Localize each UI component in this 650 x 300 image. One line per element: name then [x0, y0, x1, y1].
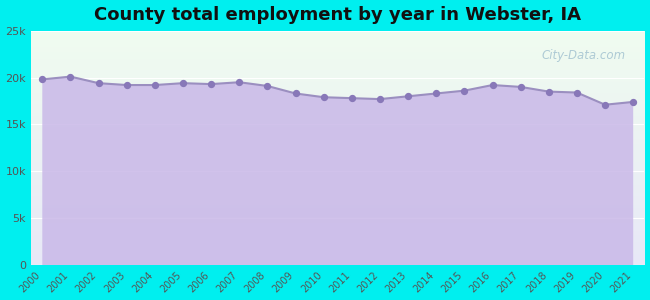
Point — [346, 96, 357, 100]
Point — [37, 77, 47, 82]
Point — [234, 80, 244, 85]
Point — [262, 84, 272, 88]
Point — [150, 82, 160, 87]
Point — [94, 81, 104, 85]
Point — [488, 82, 498, 87]
Point — [178, 81, 188, 85]
Point — [600, 102, 610, 107]
Point — [543, 89, 554, 94]
Point — [628, 100, 638, 104]
Point — [572, 90, 582, 95]
Point — [403, 94, 413, 99]
Text: City-Data.com: City-Data.com — [542, 50, 626, 62]
Point — [375, 97, 385, 101]
Title: County total employment by year in Webster, IA: County total employment by year in Webst… — [94, 6, 581, 24]
Point — [318, 95, 329, 100]
Point — [515, 85, 526, 89]
Point — [459, 88, 469, 93]
Point — [65, 74, 75, 79]
Point — [122, 82, 132, 87]
Point — [206, 82, 216, 86]
Point — [291, 91, 301, 96]
Point — [431, 91, 441, 96]
